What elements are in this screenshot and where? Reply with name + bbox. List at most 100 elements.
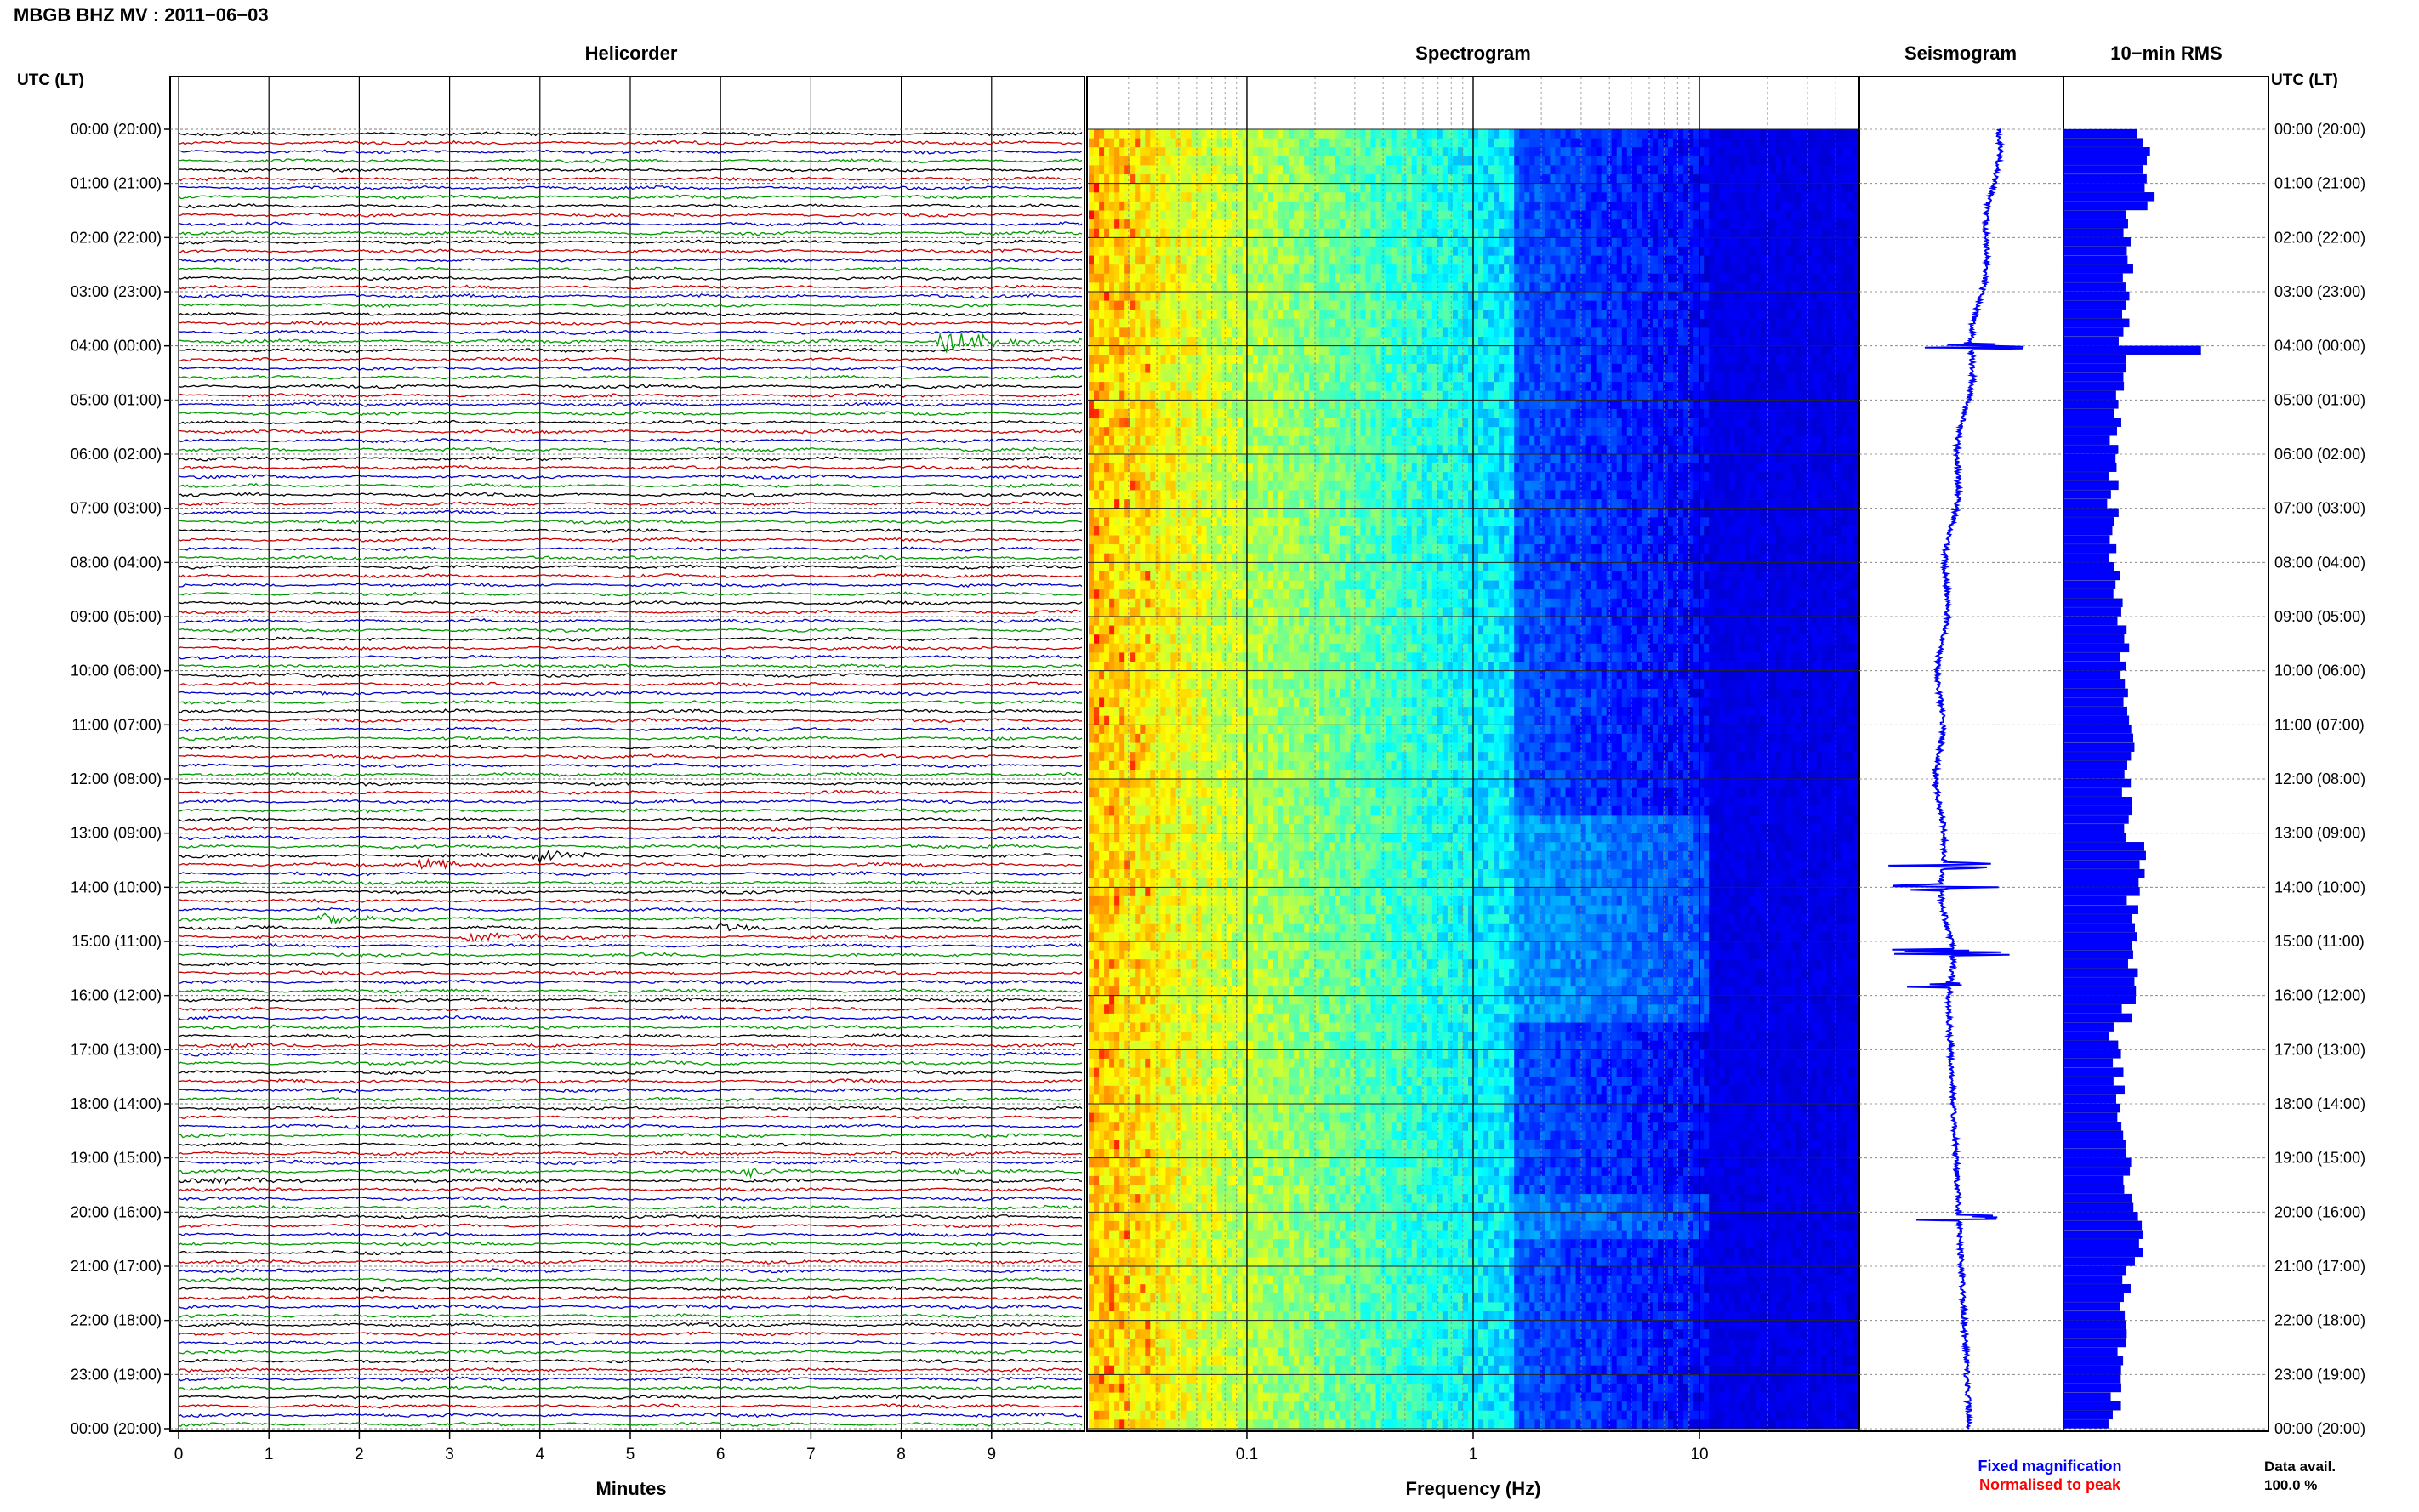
spectrogram-cell	[1750, 274, 1756, 283]
spectrogram-cell	[1104, 264, 1110, 274]
spectrogram-cell	[1130, 211, 1136, 220]
spectrogram-cell	[1724, 391, 1730, 401]
spectrogram-cell	[1150, 373, 1156, 383]
spectrogram-cell	[1709, 282, 1715, 292]
spectrogram-cell	[1581, 237, 1587, 247]
spectrogram-cell	[1283, 400, 1289, 409]
spectrogram-cell	[1238, 373, 1244, 383]
spectrogram-cell	[1407, 211, 1413, 220]
spectrogram-cell	[1566, 129, 1572, 139]
spectrogram-cell	[1355, 174, 1361, 184]
spectrogram-cell	[1289, 310, 1295, 319]
spectrogram-cell	[1597, 282, 1602, 292]
spectrogram-cell	[1340, 211, 1346, 220]
spectrogram-cell	[1397, 129, 1403, 139]
spectrogram-cell	[1776, 400, 1782, 409]
spectrogram-cell	[1150, 264, 1156, 274]
spectrogram-cell	[1381, 139, 1387, 148]
spectrogram-cell	[1719, 310, 1725, 319]
spectrogram-cell	[1637, 229, 1643, 238]
spectrogram-cell	[1842, 391, 1848, 401]
spectrogram-cell	[1771, 219, 1777, 229]
spectrogram-cell	[1514, 264, 1520, 274]
spectrogram-cell	[1709, 292, 1715, 301]
spectrogram-cell	[1729, 310, 1735, 319]
spectrogram-cell	[1140, 229, 1146, 238]
spectrogram-cell	[1519, 409, 1525, 418]
spectrogram-cell	[1483, 301, 1489, 310]
spectrogram-cell	[1309, 274, 1315, 283]
spectrogram-cell	[1248, 202, 1254, 211]
spectrogram-cell	[1145, 319, 1151, 328]
spectrogram-cell	[1448, 247, 1454, 256]
spectrogram-cell	[1642, 139, 1648, 148]
spectrogram-cell	[1545, 364, 1551, 373]
spectrogram-cell	[1550, 229, 1556, 238]
spectrogram-cell	[1407, 192, 1413, 202]
spectrogram-cell	[1355, 202, 1361, 211]
spectrogram-cell	[1555, 292, 1561, 301]
spectrogram-cell	[1304, 391, 1310, 401]
spectrogram-cell	[1304, 184, 1310, 193]
spectrogram-cell	[1693, 301, 1699, 310]
spectrogram-cell	[1739, 211, 1745, 220]
spectrogram-cell	[1202, 139, 1208, 148]
spectrogram-cell	[1729, 256, 1735, 265]
spectrogram-cell	[1360, 211, 1366, 220]
spectrogram-cell	[1658, 184, 1664, 193]
spectrogram-cell	[1771, 391, 1777, 401]
spectrogram-cell	[1483, 364, 1489, 373]
spectrogram-cell	[1534, 247, 1540, 256]
spectrogram-cell	[1273, 229, 1279, 238]
spectrogram-cell	[1514, 156, 1520, 166]
spectrogram-cell	[1432, 174, 1438, 184]
spectrogram-cell	[1648, 391, 1653, 401]
spectrogram-cell	[1238, 156, 1244, 166]
spectrogram-cell	[1119, 355, 1125, 364]
spectrogram-cell	[1278, 229, 1284, 238]
spectrogram-cell	[1155, 229, 1161, 238]
spectrogram-cell	[1202, 247, 1208, 256]
spectrogram-cell	[1683, 219, 1689, 229]
spectrogram-cell	[1197, 211, 1203, 220]
spectrogram-cell	[1499, 409, 1505, 418]
spectrogram-cell	[1847, 319, 1853, 328]
spectrogram-cell	[1499, 219, 1505, 229]
spectrogram-cell	[1309, 364, 1315, 373]
spectrogram-cell	[1238, 274, 1244, 283]
spectrogram-cell	[1263, 219, 1269, 229]
spectrogram-cell	[1796, 292, 1802, 301]
spectrogram-cell	[1268, 264, 1274, 274]
spectrogram-cell	[1345, 301, 1351, 310]
spectrogram-cell	[1402, 237, 1408, 247]
spectrogram-cell	[1473, 156, 1479, 166]
spectrogram-cell	[1448, 382, 1454, 391]
spectrogram-cell	[1827, 219, 1833, 229]
spectrogram-cell	[1170, 282, 1176, 292]
spectrogram-cell	[1099, 292, 1105, 301]
spectrogram-cell	[1412, 192, 1418, 202]
spectrogram-cell	[1304, 139, 1310, 148]
spectrogram-cell	[1140, 337, 1146, 346]
spectrogram-cell	[1309, 147, 1315, 156]
spectrogram-cell	[1304, 264, 1310, 274]
spectrogram-cell	[1104, 364, 1110, 373]
spectrogram-cell	[1212, 364, 1218, 373]
spectrogram-cell	[1304, 282, 1310, 292]
spectrogram-cell	[1704, 247, 1710, 256]
spectrogram-cell	[1263, 364, 1269, 373]
spectrogram-cell	[1812, 229, 1818, 238]
spectrogram-cell	[1448, 184, 1454, 193]
spectrogram-cell	[1335, 129, 1340, 139]
spectrogram-cell	[1192, 264, 1198, 274]
spectrogram-cell	[1192, 165, 1198, 174]
spectrogram-cell	[1248, 301, 1254, 310]
spectrogram-cell	[1463, 282, 1469, 292]
spectrogram-cell	[1683, 129, 1689, 139]
spectrogram-cell	[1817, 346, 1823, 355]
spectrogram-cell	[1443, 211, 1449, 220]
spectrogram-cell	[1781, 211, 1787, 220]
spectrogram-cell	[1756, 184, 1762, 193]
spectrogram-cell	[1724, 382, 1730, 391]
spectrogram-cell	[1817, 219, 1823, 229]
